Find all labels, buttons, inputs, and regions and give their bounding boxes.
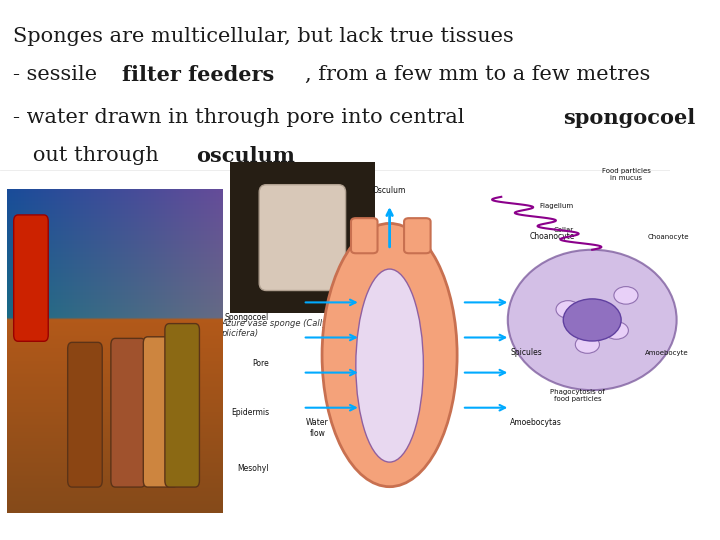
Text: Collar: Collar xyxy=(554,227,574,233)
FancyBboxPatch shape xyxy=(259,185,346,291)
Text: out through: out through xyxy=(14,146,166,165)
Circle shape xyxy=(563,299,621,341)
Text: Choanocyte: Choanocyte xyxy=(647,234,688,240)
Text: Sponges are multicellular, but lack true tissues: Sponges are multicellular, but lack true… xyxy=(14,27,514,46)
FancyBboxPatch shape xyxy=(68,345,102,487)
Text: osculum: osculum xyxy=(197,146,295,166)
Text: - water drawn in through pore into central: - water drawn in through pore into centr… xyxy=(14,108,472,127)
Text: Epidermis: Epidermis xyxy=(231,408,269,417)
Ellipse shape xyxy=(356,269,423,462)
Ellipse shape xyxy=(508,249,677,390)
Text: Amoebocytas: Amoebocytas xyxy=(510,418,562,427)
FancyBboxPatch shape xyxy=(404,218,431,253)
FancyBboxPatch shape xyxy=(143,326,178,487)
Text: Pore: Pore xyxy=(252,359,269,368)
Text: Food particles
in mucus: Food particles in mucus xyxy=(601,167,650,180)
FancyBboxPatch shape xyxy=(165,300,199,487)
Text: Choanocyte: Choanocyte xyxy=(529,232,575,241)
Text: Azure vase sponge (Callyspongia
plicifera): Azure vase sponge (Callyspongia plicifer… xyxy=(221,319,360,338)
Text: Flagellum: Flagellum xyxy=(539,202,573,208)
FancyBboxPatch shape xyxy=(14,215,48,341)
Circle shape xyxy=(556,301,580,318)
Text: Water
flow: Water flow xyxy=(306,418,328,438)
Text: Phagocytosis of
food particles: Phagocytosis of food particles xyxy=(550,389,605,402)
Text: spongocoel: spongocoel xyxy=(563,108,696,128)
Text: - sessile: - sessile xyxy=(14,65,104,84)
FancyBboxPatch shape xyxy=(351,218,377,253)
Circle shape xyxy=(614,287,638,304)
Text: Spongocoel: Spongocoel xyxy=(225,313,269,322)
Circle shape xyxy=(604,322,629,339)
FancyBboxPatch shape xyxy=(111,319,145,487)
Text: Amoebocyte: Amoebocyte xyxy=(645,350,688,356)
Text: filter feeders: filter feeders xyxy=(122,65,274,85)
Text: Mesohyl: Mesohyl xyxy=(238,464,269,473)
Text: Spicules: Spicules xyxy=(510,348,542,357)
Circle shape xyxy=(575,336,600,353)
Text: , from a few mm to a few metres: , from a few mm to a few metres xyxy=(305,65,650,84)
Text: Osculum: Osculum xyxy=(373,186,406,194)
Ellipse shape xyxy=(322,224,457,487)
